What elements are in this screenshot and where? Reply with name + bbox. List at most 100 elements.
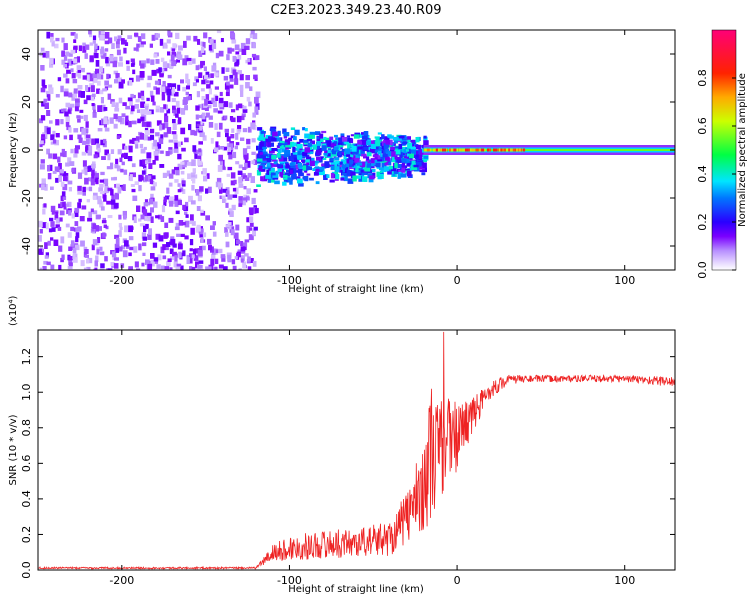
spectrogram-cell bbox=[82, 46, 87, 53]
spectrogram-cell bbox=[147, 75, 153, 81]
spectrogram-cell bbox=[100, 51, 104, 58]
spectrogram-cell bbox=[250, 176, 255, 183]
spectrogram-cell bbox=[360, 153, 367, 157]
spectrogram-cell bbox=[331, 139, 338, 143]
spectrogram-cell bbox=[150, 253, 155, 259]
spectrogram-x-ticks: -200 -100 0 100 bbox=[109, 30, 635, 287]
spectrogram-cell bbox=[129, 174, 133, 182]
spectrogram-cell bbox=[387, 139, 393, 146]
spectrogram-cell bbox=[205, 71, 210, 78]
snr-x-axis-label: Height of straight line (km) bbox=[288, 584, 424, 595]
spectrogram-cell bbox=[338, 137, 342, 144]
spectrogram-cell bbox=[456, 148, 459, 152]
spectrogram-cell bbox=[309, 131, 316, 135]
spectrogram-cell bbox=[137, 118, 141, 124]
spectrogram-cell bbox=[191, 221, 196, 226]
spectrogram-cell bbox=[60, 119, 64, 125]
spectrogram-cell bbox=[171, 48, 176, 52]
spectrogram-cell bbox=[370, 158, 375, 164]
spectrogram-cell bbox=[143, 202, 149, 207]
spectrogram-cell bbox=[298, 172, 304, 177]
spectrogram-cell bbox=[340, 159, 347, 165]
spectrogram-cell bbox=[384, 161, 390, 166]
spectrogram-cell bbox=[398, 143, 402, 149]
spectrogram-cell bbox=[174, 195, 179, 201]
spectrogram-cell bbox=[113, 70, 119, 75]
spectrogram-cell bbox=[107, 187, 113, 191]
spectrogram-cell bbox=[303, 139, 309, 143]
spectrogram-cell bbox=[73, 153, 78, 158]
spectrogram-cell bbox=[240, 255, 245, 262]
spectrogram-cell bbox=[244, 159, 248, 165]
spectrogram-cell bbox=[171, 131, 177, 135]
spectrogram-cell bbox=[306, 139, 313, 142]
spectrogram-cell bbox=[39, 267, 43, 270]
spectrogram-cell bbox=[115, 237, 120, 245]
spectrogram-cell bbox=[199, 125, 203, 131]
spectrogram-cell bbox=[161, 90, 165, 96]
spectrogram-cell bbox=[294, 147, 299, 151]
spectrogram-y-axis-label: Frequency (Hz) bbox=[8, 112, 19, 188]
spectrogram-cell bbox=[72, 79, 78, 84]
spectrogram-cell bbox=[98, 31, 103, 38]
spectrogram-cell bbox=[77, 85, 83, 90]
spectrogram-cell bbox=[203, 66, 207, 71]
spectrogram-cell bbox=[330, 144, 336, 148]
spectrogram-cell bbox=[100, 171, 105, 176]
spectrogram-cell bbox=[111, 251, 117, 258]
spectrogram-cell bbox=[234, 256, 238, 260]
spectrogram-cell bbox=[235, 59, 240, 65]
spectrogram-cell bbox=[251, 151, 256, 155]
spectrogram-cell bbox=[218, 50, 224, 57]
spectrogram-cell bbox=[247, 126, 252, 133]
spectrogram-cell bbox=[261, 179, 268, 182]
spectrogram-cell bbox=[48, 87, 54, 94]
spectrogram-cell bbox=[46, 261, 51, 266]
spectrogram-cell bbox=[66, 69, 71, 74]
spectrogram-cell bbox=[133, 246, 138, 253]
spectrogram-cell bbox=[382, 153, 388, 158]
spectrogram-cell bbox=[347, 137, 351, 143]
spectrogram-cell bbox=[73, 91, 77, 98]
spectrogram-cell bbox=[372, 172, 376, 179]
spectrogram-cell bbox=[233, 232, 239, 239]
snr-y-multiplier: (x10⁴) bbox=[8, 295, 19, 326]
spectrogram-cell bbox=[243, 175, 248, 179]
spectrogram-cell bbox=[188, 61, 193, 65]
spectrogram-cell bbox=[85, 121, 89, 128]
spectrogram-cell bbox=[166, 261, 171, 267]
spectrogram-cell bbox=[196, 224, 201, 232]
spectrogram-cell bbox=[139, 71, 145, 78]
spectrogram-cell bbox=[125, 119, 129, 126]
spectrogram-cell bbox=[190, 227, 195, 235]
spectrogram-cell bbox=[38, 220, 43, 228]
spectrogram-cell bbox=[142, 236, 147, 241]
spectrogram-cell bbox=[168, 139, 173, 143]
spectrogram-cell bbox=[86, 95, 91, 101]
spectrogram-cell bbox=[147, 136, 152, 141]
spectrogram-cell bbox=[226, 190, 230, 196]
spectrogram-cell bbox=[114, 192, 119, 200]
spectrogram-cell bbox=[350, 151, 355, 155]
spectrogram-cell bbox=[103, 52, 107, 57]
spectrogram-cell bbox=[196, 91, 200, 98]
spectrogram-cell bbox=[342, 172, 348, 176]
spectrogram-cell bbox=[63, 91, 69, 97]
spectrogram-cell bbox=[252, 66, 257, 71]
spectrogram-cell bbox=[271, 142, 274, 147]
spectrogram-cell bbox=[314, 160, 319, 164]
spectrogram-cell bbox=[282, 181, 287, 186]
spectrogram-cell bbox=[369, 175, 375, 180]
spectrogram-cell bbox=[504, 148, 507, 152]
spectrogram-cell bbox=[84, 168, 88, 176]
spectrogram-cell bbox=[162, 244, 166, 251]
spectrogram-cell bbox=[244, 162, 248, 169]
spectrogram-cell bbox=[220, 254, 226, 259]
spectrogram-cell bbox=[237, 70, 242, 75]
spectrogram-cell bbox=[270, 172, 276, 176]
spectrogram-cell bbox=[383, 139, 388, 146]
spectrogram-cell bbox=[60, 236, 65, 244]
spectrogram-cell bbox=[226, 54, 230, 61]
spectrogram-cell bbox=[104, 80, 109, 86]
spectrogram-cell bbox=[125, 105, 130, 110]
